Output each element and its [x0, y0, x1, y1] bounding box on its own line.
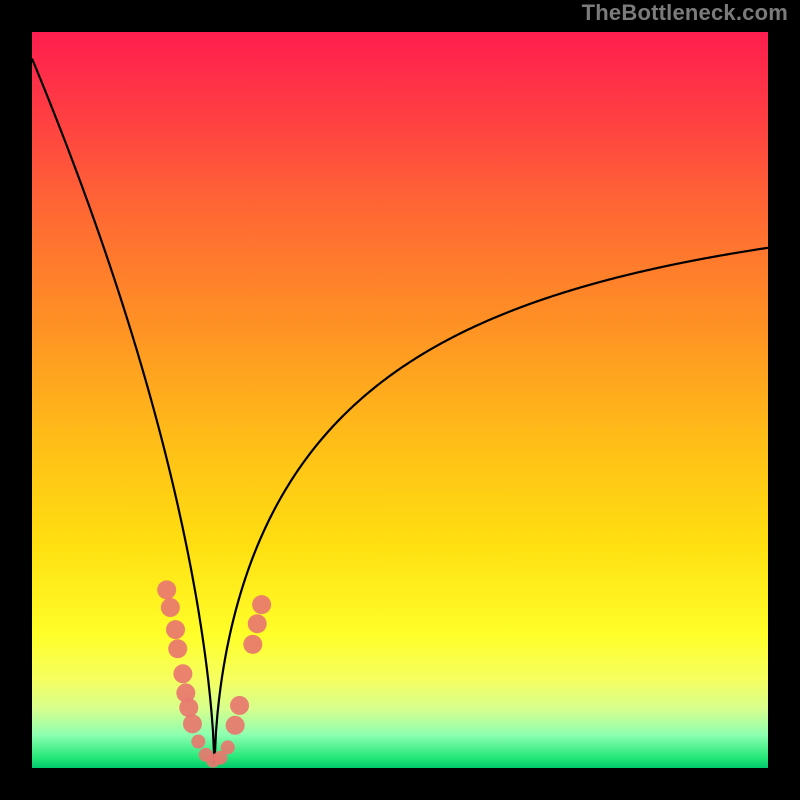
marker-point	[191, 735, 205, 749]
marker-point	[243, 635, 262, 654]
marker-point	[230, 696, 249, 715]
marker-point	[179, 698, 198, 717]
gradient-background	[32, 32, 768, 768]
marker-point	[161, 598, 180, 617]
plot-area	[32, 32, 768, 768]
marker-point	[166, 620, 185, 639]
marker-point	[226, 716, 245, 735]
watermark-text: TheBottleneck.com	[582, 0, 788, 26]
chart-frame: TheBottleneck.com	[0, 0, 800, 800]
marker-point	[173, 664, 192, 683]
marker-point	[248, 614, 267, 633]
marker-point	[252, 595, 271, 614]
marker-point	[221, 740, 235, 754]
chart-svg	[32, 32, 768, 768]
marker-point	[168, 639, 187, 658]
marker-point	[183, 714, 202, 733]
marker-point	[157, 580, 176, 599]
